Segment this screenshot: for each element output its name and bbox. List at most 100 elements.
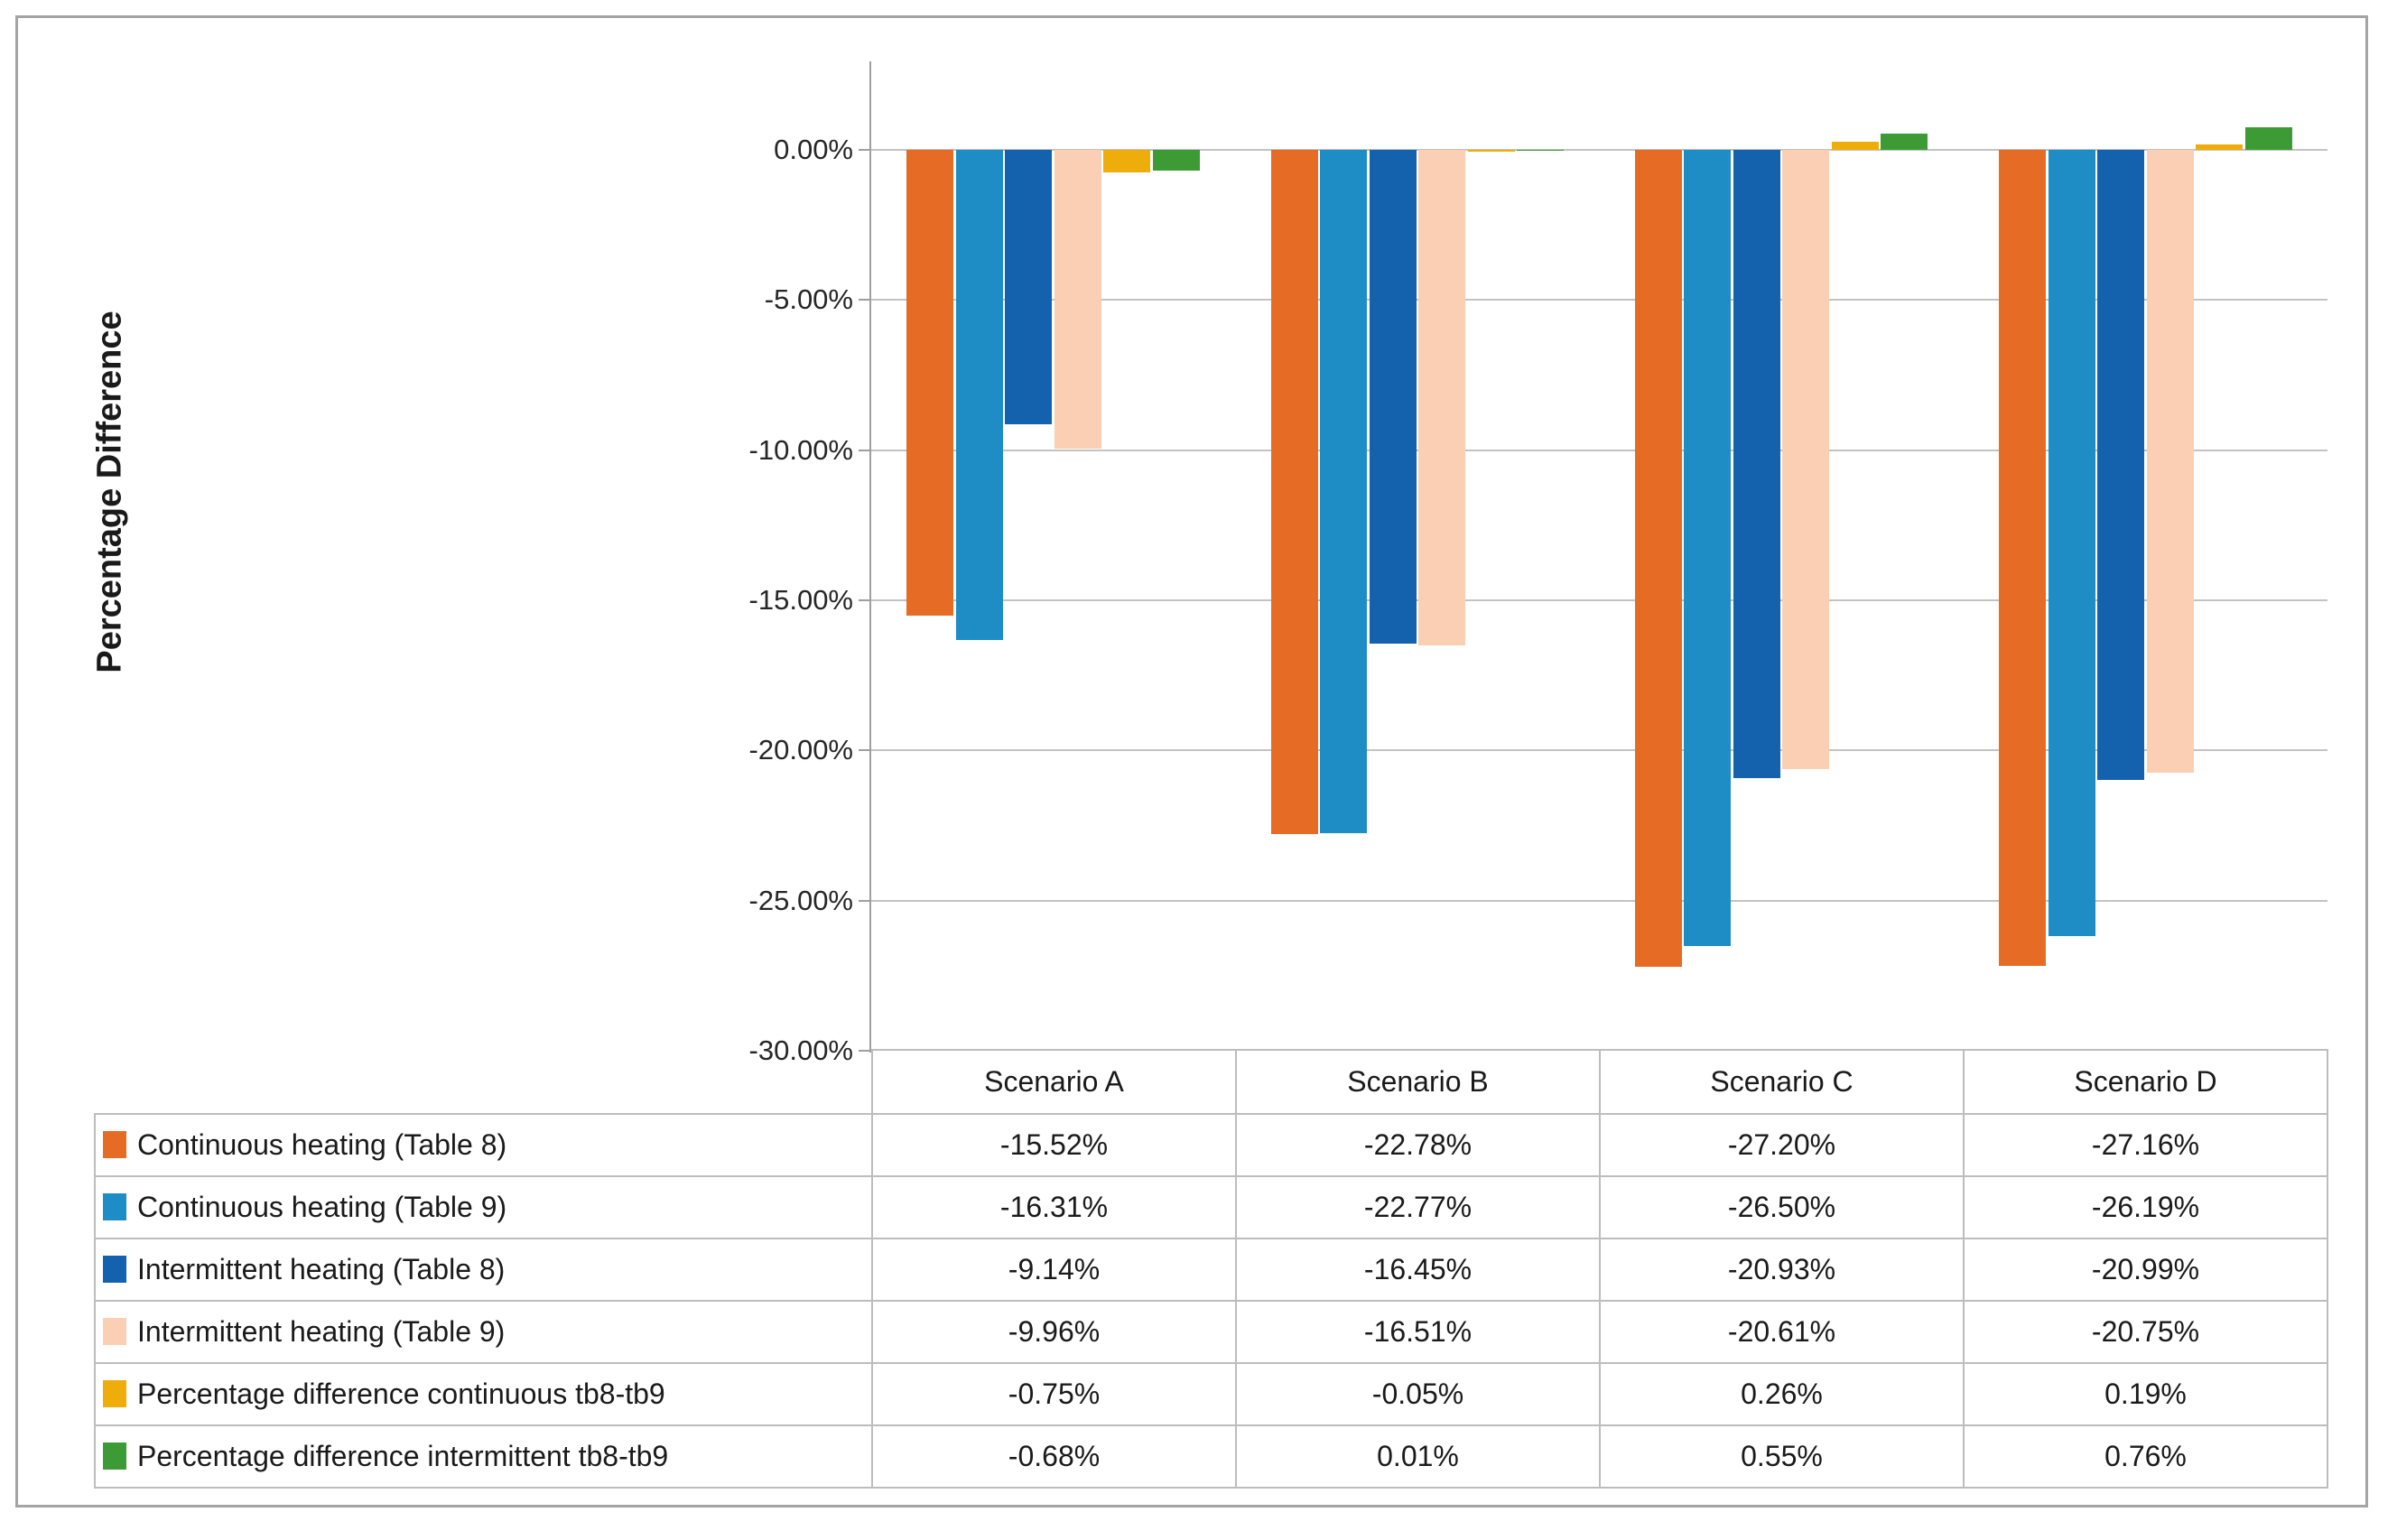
value-cell: -20.61%: [1599, 1300, 1965, 1364]
legend-cell: Intermittent heating (Table 8): [94, 1238, 873, 1302]
bar: [1733, 150, 1780, 779]
bar: [1684, 150, 1732, 946]
y-tick-label: -15.00%: [748, 584, 853, 616]
value-cell: -16.45%: [1235, 1238, 1601, 1302]
axis-tick: [859, 149, 871, 151]
table-row: Continuous heating (Table 9) -16.31% -22.7…: [94, 1175, 2328, 1239]
value-cell: -15.52%: [871, 1113, 1237, 1177]
data-table: Scenario A Scenario B Scenario C Scenario D…: [94, 1049, 2328, 1489]
bar: [1418, 150, 1466, 646]
legend-swatch-icon: [103, 1443, 126, 1470]
series-name: Intermittent heating (Table 8): [137, 1253, 506, 1285]
value-cell: -0.05%: [1235, 1362, 1601, 1426]
value-cell: -16.31%: [871, 1175, 1237, 1239]
gridline: [871, 149, 2327, 151]
bar: [1831, 142, 1879, 150]
bar: [1320, 150, 1368, 834]
axis-tick: [859, 299, 871, 302]
figure-border: [15, 15, 2368, 1508]
bar: [1881, 133, 1928, 150]
bar: [2097, 150, 2145, 781]
axis-tick: [859, 599, 871, 601]
table-row: Intermittent heating (Table 9) -9.96% -16.…: [94, 1300, 2328, 1364]
value-cell: -26.50%: [1599, 1175, 1965, 1239]
bar: [2146, 150, 2194, 774]
legend-cell: Intermittent heating (Table 9): [94, 1300, 873, 1364]
table-corner-blank: [95, 1050, 872, 1114]
series-name: Intermittent heating (Table 9): [137, 1315, 506, 1348]
value-cell: -0.68%: [871, 1424, 1237, 1489]
bar: [1999, 150, 2047, 966]
table-row: Continuous heating (Table 8) -15.52% -22.7…: [94, 1113, 2328, 1177]
bar: [1369, 150, 1417, 645]
axis-tick: [859, 1050, 871, 1052]
table-row: Intermittent heating (Table 8) -9.14% -16.…: [94, 1238, 2328, 1302]
value-cell: -22.77%: [1235, 1175, 1601, 1239]
category-header: Scenario D: [1963, 1049, 2328, 1115]
plot-area: [859, 61, 2327, 1053]
table-header-row: Scenario A Scenario B Scenario C Scenario D: [95, 1049, 2328, 1115]
legend-swatch-icon: [103, 1380, 126, 1407]
legend-cell: Continuous heating (Table 9): [94, 1175, 873, 1239]
legend-cell: Percentage difference intermittent tb8-t…: [94, 1424, 873, 1489]
category-header: Scenario B: [1235, 1049, 1601, 1115]
series-name: Continuous heating (Table 9): [137, 1191, 507, 1223]
legend-swatch-icon: [103, 1193, 126, 1220]
value-cell: 0.01%: [1235, 1424, 1601, 1489]
category-header: Scenario C: [1599, 1049, 1965, 1115]
legend-cell: Continuous heating (Table 8): [94, 1113, 873, 1177]
y-tick-label: -20.00%: [748, 734, 853, 766]
value-cell: -22.78%: [1235, 1113, 1601, 1177]
series-name: Percentage difference intermittent tb8-t…: [137, 1440, 669, 1472]
bar: [906, 150, 954, 617]
gridline: [871, 299, 2327, 302]
y-tick-label: -25.00%: [748, 884, 853, 916]
value-cell: 0.76%: [1963, 1424, 2328, 1489]
bar: [1270, 150, 1318, 834]
axis-tick: [859, 449, 871, 451]
gridline: [871, 599, 2327, 601]
value-cell: -27.16%: [1963, 1113, 2328, 1177]
value-cell: -20.93%: [1599, 1238, 1965, 1302]
legend-swatch-icon: [103, 1256, 126, 1283]
y-tick-label: -30.00%: [748, 1034, 853, 1066]
bar: [2244, 126, 2292, 150]
table-row: Percentage difference continuous tb8-tb9…: [94, 1362, 2328, 1426]
axis-tick: [859, 749, 871, 752]
bar: [1152, 150, 1200, 171]
bar: [2196, 144, 2244, 150]
value-cell: -9.14%: [871, 1238, 1237, 1302]
series-name: Continuous heating (Table 8): [137, 1128, 507, 1161]
value-cell: 0.26%: [1599, 1362, 1965, 1426]
table-row: Percentage difference intermittent tb8-t…: [94, 1424, 2328, 1489]
y-tick-label: -10.00%: [748, 433, 853, 466]
bar: [2048, 150, 2095, 937]
value-cell: 0.55%: [1599, 1424, 1965, 1489]
series-name: Percentage difference continuous tb8-tb9: [137, 1378, 665, 1410]
gridline: [871, 449, 2327, 451]
value-cell: -27.20%: [1599, 1113, 1965, 1177]
value-cell: -16.51%: [1235, 1300, 1601, 1364]
bar: [1782, 150, 1830, 769]
y-axis-line: [869, 61, 871, 1053]
value-cell: -0.75%: [871, 1362, 1237, 1426]
value-cell: -20.75%: [1963, 1300, 2328, 1364]
legend-swatch-icon: [103, 1318, 126, 1345]
gridline: [871, 749, 2327, 752]
axis-tick: [859, 899, 871, 902]
value-cell: 0.19%: [1963, 1362, 2328, 1426]
bar: [1005, 150, 1053, 425]
y-tick-label: -5.00%: [764, 283, 853, 316]
category-header: Scenario A: [871, 1049, 1237, 1115]
gridline: [871, 899, 2327, 902]
value-cell: -26.19%: [1963, 1175, 2328, 1239]
bar: [1103, 150, 1151, 172]
legend-cell: Percentage difference continuous tb8-tb9: [94, 1362, 873, 1426]
value-cell: -20.99%: [1963, 1238, 2328, 1302]
y-tick-label: 0.00%: [774, 134, 853, 165]
bar: [1467, 150, 1515, 152]
bar: [955, 150, 1003, 640]
bar: [1054, 150, 1101, 450]
bar: [1634, 150, 1682, 967]
